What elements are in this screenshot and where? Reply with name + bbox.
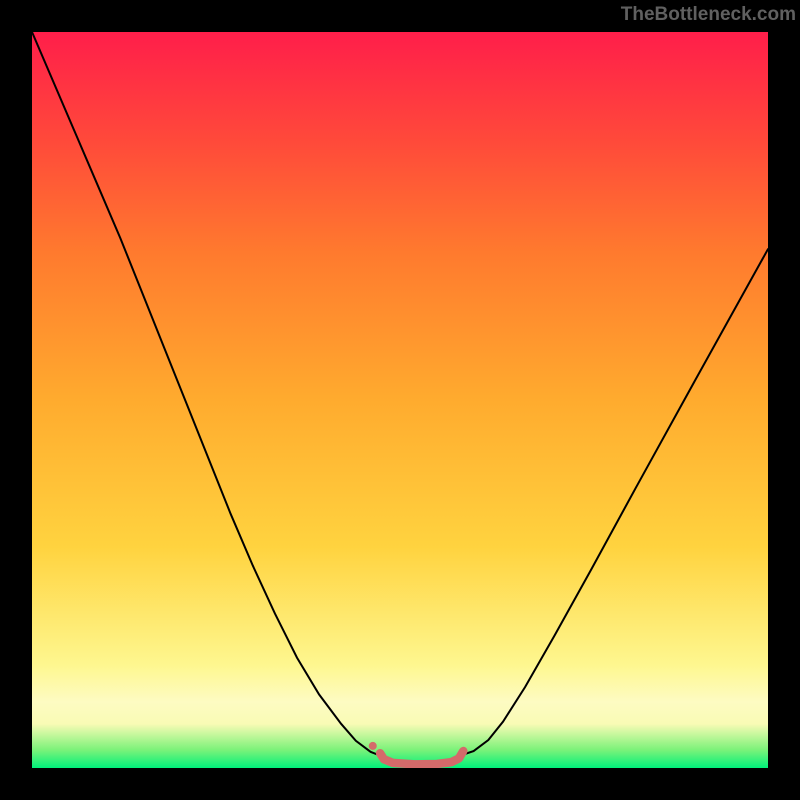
watermark-text: TheBottleneck.com xyxy=(621,4,796,26)
bottleneck-chart xyxy=(32,32,768,768)
optimal-point-dot xyxy=(369,742,377,750)
chart-svg xyxy=(32,32,768,768)
chart-background xyxy=(32,32,768,768)
